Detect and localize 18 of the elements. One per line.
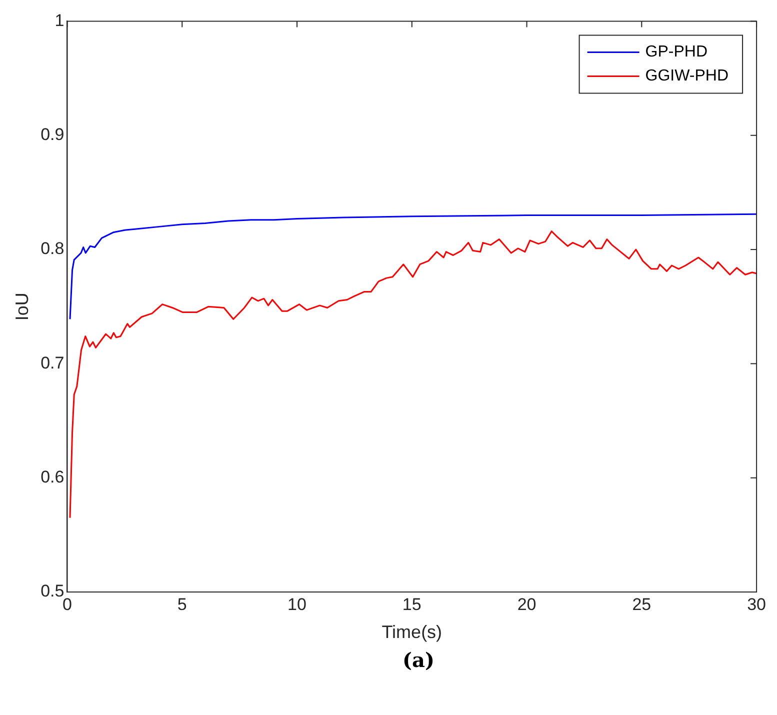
x-tick-label: 10 <box>288 594 306 614</box>
x-tick-label: 0 <box>62 594 72 614</box>
y-tick-label: 1 <box>54 10 64 30</box>
text: (a) <box>402 648 436 672</box>
y-axis-title: IoU <box>12 292 32 321</box>
legend-label: GP-PHD <box>645 44 708 61</box>
y-tick-label: 0.8 <box>40 239 64 258</box>
x-axis-title: Time(s) <box>382 622 442 642</box>
legend-label: GGIW-PHD <box>645 68 729 85</box>
y-tick-label: 0.7 <box>40 353 64 372</box>
y-tick-label: 0.9 <box>40 125 64 144</box>
x-tick-label: 15 <box>402 594 422 614</box>
x-tick-label: 25 <box>632 594 652 614</box>
x-tick-label: 30 <box>747 594 766 614</box>
x-tick-label: 5 <box>177 594 187 614</box>
y-tick-label: 0.5 <box>40 582 64 601</box>
y-tick-label: 0.6 <box>40 468 64 487</box>
x-tick-label: 20 <box>517 594 536 614</box>
